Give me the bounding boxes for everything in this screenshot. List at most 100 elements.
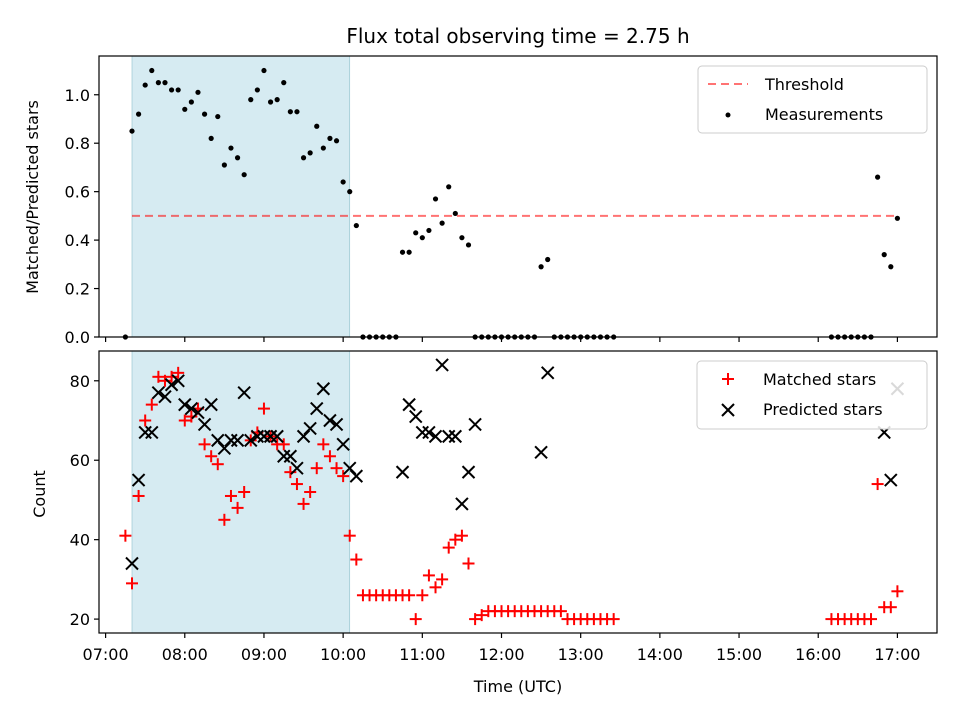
matched-star-point	[429, 581, 442, 594]
y-tick-label: 0.2	[65, 280, 90, 299]
predicted-star-point	[468, 417, 482, 432]
predicted-star-point	[290, 461, 304, 475]
measurement-point	[446, 184, 452, 190]
predicted-star-point	[283, 449, 298, 463]
x-tick-label: 16:00	[795, 645, 841, 664]
predicted-stars-points	[125, 358, 905, 571]
y-tick-label: 20	[70, 610, 90, 629]
predicted-star-point	[131, 473, 146, 487]
predicted-star-point	[164, 378, 179, 392]
measurement-point	[406, 249, 412, 255]
matched-star-point	[125, 577, 138, 590]
predicted-star-point	[178, 397, 192, 412]
ratio-x-ticks	[104, 337, 899, 342]
count-legend-box	[696, 360, 928, 430]
count-y-axis: 20 40 60 80	[70, 372, 99, 629]
predicted-star-point	[349, 469, 364, 483]
measurement-point	[888, 264, 894, 270]
matched-star-point	[323, 450, 336, 463]
predicted-star-point	[151, 385, 166, 400]
matched-star-point	[152, 370, 165, 383]
predicted-star-point	[125, 556, 139, 571]
ratio-legend-box	[697, 65, 928, 134]
measurement-point	[215, 113, 221, 120]
measurement-point	[234, 155, 241, 161]
x-tick-label: 09:00	[241, 645, 287, 664]
predicted-star-point	[422, 425, 436, 440]
matched-star-point	[257, 402, 270, 415]
ratio-y-axis: 0.0 0.2 0.4 0.6 0.8 1.0	[65, 86, 99, 347]
measurement-point	[538, 264, 544, 270]
predicted-star-point	[316, 382, 331, 396]
measurement-point	[894, 215, 901, 221]
ratio-legend: Threshold Measurements	[697, 65, 928, 134]
matched-star-point	[224, 489, 237, 502]
x-tick-label: 14:00	[637, 645, 683, 664]
matched-star-point	[330, 462, 343, 475]
matched-star-point	[297, 497, 310, 510]
chart-title: Flux total observing time = 2.75 h	[346, 24, 689, 48]
matched-star-point	[337, 470, 350, 483]
matched-star-point	[554, 605, 567, 618]
measurement-point	[287, 109, 293, 115]
legend-matched-swatch	[722, 373, 734, 385]
count-plot-frame	[98, 350, 938, 634]
legend-predicted-swatch	[721, 403, 735, 417]
ratio-panel: 0.0 0.2 0.4 0.6 0.8 1.0 Matched/Predicted sta…	[23, 55, 938, 347]
matched-star-point	[145, 398, 158, 411]
measurement-point	[274, 97, 280, 103]
measurement-point	[413, 230, 419, 236]
matched-star-point	[178, 414, 191, 427]
measurement-point	[432, 196, 439, 202]
measurement-point	[248, 97, 254, 103]
matched-star-point	[455, 529, 468, 542]
predicted-star-point	[336, 437, 350, 452]
x-axis-label: Time (UTC)	[473, 677, 562, 696]
ratio-plot-frame	[98, 55, 938, 338]
predicted-star-point	[184, 401, 199, 416]
matched-star-point	[436, 573, 449, 586]
y-tick-label: 0.6	[65, 183, 90, 202]
measurement-point	[241, 172, 247, 178]
matched-star-point	[119, 529, 132, 542]
measurement-point	[261, 67, 267, 74]
measurement-point	[320, 145, 326, 151]
predicted-star-point	[329, 417, 344, 432]
count-legend: Matched stars Predicted stars	[696, 360, 928, 430]
ratio-y-axis-label: Matched/Predicted stars	[23, 100, 42, 294]
predicted-star-point	[455, 497, 469, 511]
y-tick-label: 0.4	[65, 231, 90, 250]
measurement-point	[208, 135, 214, 141]
matched-star-point	[469, 613, 482, 626]
measurement-point	[135, 111, 142, 117]
measurement-point	[452, 210, 458, 217]
matched-star-point	[449, 533, 462, 546]
measurement-point	[347, 189, 353, 195]
measurement-point	[254, 87, 260, 93]
measurement-point	[294, 109, 300, 115]
x-tick-label: 11:00	[399, 645, 445, 664]
predicted-star-point	[230, 433, 245, 448]
measurement-point	[881, 252, 887, 258]
predicted-star-point	[270, 429, 284, 444]
predicted-star-point	[303, 421, 317, 436]
matched-star-point	[139, 414, 152, 427]
measurement-point	[327, 135, 333, 141]
matched-star-point	[343, 529, 356, 542]
measurement-point	[545, 256, 551, 263]
legend-predicted-label: Predicted stars	[763, 400, 883, 419]
matched-star-point	[211, 458, 224, 471]
measurement-point	[195, 89, 201, 95]
measurement-point	[399, 249, 406, 255]
predicted-star-point	[191, 405, 205, 420]
measurement-point	[129, 128, 135, 134]
y-tick-label: 0.8	[65, 134, 90, 153]
count-x-axis: 07:00 08:00 09:00 10:00 11:00 12:00 13:00 14:00…	[83, 633, 920, 664]
matched-star-point	[403, 589, 416, 602]
y-tick-label: 0.0	[65, 328, 90, 347]
measurement-point	[175, 87, 181, 93]
matched-star-point	[231, 501, 244, 514]
measurement-point	[307, 150, 313, 156]
matched-star-point	[290, 478, 303, 491]
